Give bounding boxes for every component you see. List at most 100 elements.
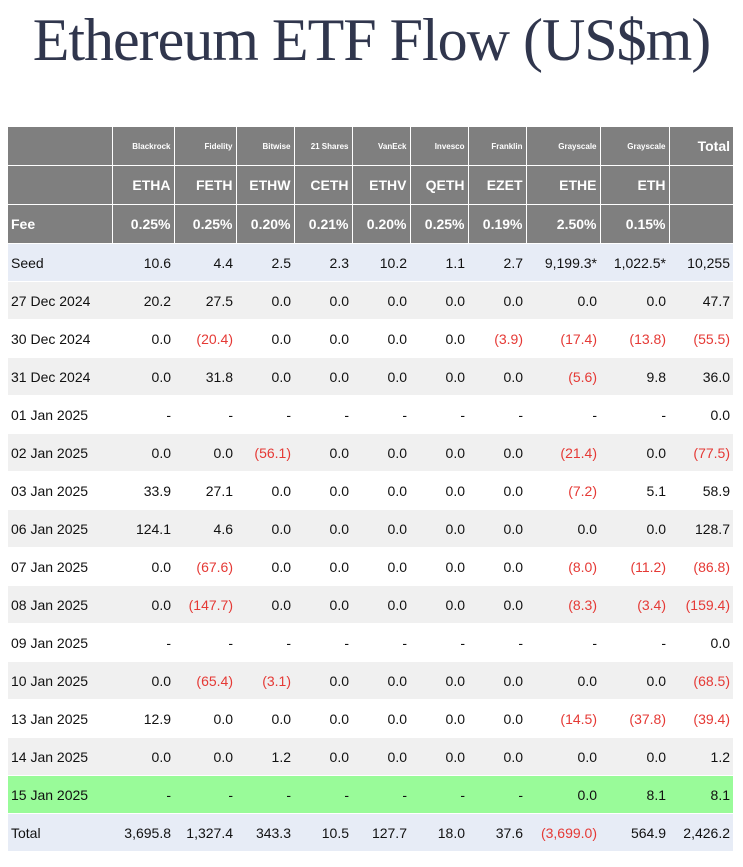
flow-cell: 0.0 — [468, 699, 526, 738]
ticker-header: ETHE — [526, 165, 601, 205]
flow-cell: 0.0 — [526, 509, 600, 548]
row-label: 10 Jan 2025 — [8, 661, 112, 700]
row-label: Total — [8, 813, 112, 852]
header-blank — [669, 204, 733, 244]
table-row: 30 Dec 2024 0.0 (20.4) 0.0 0.0 0.0 0.0 (3.9) (17… — [8, 319, 733, 358]
flow-cell: 0.0 — [468, 737, 526, 776]
row-total-cell: (159.4) — [669, 585, 733, 624]
flow-cell: - — [112, 395, 174, 434]
flow-cell: 0.0 — [236, 547, 294, 586]
flow-cell: 0.0 — [294, 357, 352, 396]
flow-cell: 10.6 — [112, 243, 174, 282]
flow-cell: (67.6) — [174, 547, 236, 586]
flow-cell: (7.2) — [526, 471, 600, 510]
flow-cell: 0.0 — [112, 357, 174, 396]
row-total-cell: 128.7 — [669, 509, 733, 548]
table-row: 14 Jan 2025 0.0 0.0 1.2 0.0 0.0 0.0 0.0 0.0 0.0 1.… — [8, 737, 733, 776]
table-row: 01 Jan 2025- - - - - - - - -0.0 — [8, 395, 733, 434]
table-row: 06 Jan 2025 124.1 4.6 0.0 0.0 0.0 0.0 0.0 0.0 0.0… — [8, 509, 733, 548]
fee-value: 0.25% — [112, 204, 175, 244]
flow-cell: 5.1 — [600, 471, 669, 510]
flow-cell: - — [410, 395, 468, 434]
flow-cell: 0.0 — [174, 737, 236, 776]
header-blank — [8, 165, 113, 205]
issuer-header: Grayscale — [526, 127, 601, 166]
issuer-header: VanEck — [352, 127, 411, 166]
row-total-cell: 1.2 — [669, 737, 733, 776]
fee-value: 0.25% — [174, 204, 237, 244]
row-total-cell: 0.0 — [669, 395, 733, 434]
row-label: Seed — [8, 243, 112, 282]
flow-cell: 1.1 — [410, 243, 468, 282]
flow-cell: 124.1 — [112, 509, 174, 548]
row-total-cell: (68.5) — [669, 661, 733, 700]
header-corner — [8, 127, 113, 166]
flow-cell: 0.0 — [352, 357, 410, 396]
flow-cell: 0.0 — [236, 585, 294, 624]
flow-cell: 0.0 — [410, 547, 468, 586]
row-total-cell: 58.9 — [669, 471, 733, 510]
flow-cell: - — [174, 775, 236, 814]
flow-cell: (21.4) — [526, 433, 600, 472]
flow-cell: 4.4 — [174, 243, 236, 282]
flow-cell: 0.0 — [352, 509, 410, 548]
flow-cell: - — [468, 623, 526, 662]
flow-cell: 0.0 — [294, 471, 352, 510]
flow-cell: (37.8) — [600, 699, 669, 738]
flow-cell: 0.0 — [526, 661, 600, 700]
flow-cell: - — [112, 623, 174, 662]
flow-cell: - — [468, 395, 526, 434]
row-label: 27 Dec 2024 — [8, 281, 112, 320]
flow-cell: (3,699.0) — [526, 813, 600, 852]
flow-cell: (17.4) — [526, 319, 600, 358]
flow-cell: (3.1) — [236, 661, 294, 700]
flow-cell: - — [352, 623, 410, 662]
flow-cell: 0.0 — [600, 661, 669, 700]
flow-cell: 0.0 — [352, 661, 410, 700]
flow-cell: 20.2 — [112, 281, 174, 320]
flow-cell: 0.0 — [294, 281, 352, 320]
fee-value: 2.50% — [526, 204, 601, 244]
flow-cell: - — [468, 775, 526, 814]
flow-cell: 9.8 — [600, 357, 669, 396]
flow-cell: - — [526, 623, 600, 662]
flow-cell: 0.0 — [600, 509, 669, 548]
flow-cell: 0.0 — [294, 661, 352, 700]
issuer-header: Franklin — [468, 127, 527, 166]
flow-cell: 0.0 — [410, 433, 468, 472]
flow-cell: 0.0 — [468, 509, 526, 548]
flow-cell: 0.0 — [294, 585, 352, 624]
row-label: 31 Dec 2024 — [8, 357, 112, 396]
flow-cell: 0.0 — [294, 699, 352, 738]
table-row: 13 Jan 2025 12.9 0.0 0.0 0.0 0.0 0.0 0.0 (14.5)(… — [8, 699, 733, 738]
row-label: 08 Jan 2025 — [8, 585, 112, 624]
flow-cell: 0.0 — [468, 547, 526, 586]
table-row: 31 Dec 2024 0.0 31.8 0.0 0.0 0.0 0.0 0.0 (5.6) 9.… — [8, 357, 733, 396]
flow-cell: - — [236, 395, 294, 434]
table-row: 09 Jan 2025- - - - - - - - -0.0 — [8, 623, 733, 662]
flow-cell: 0.0 — [526, 281, 600, 320]
fee-value: 0.15% — [600, 204, 670, 244]
flow-cell: (5.6) — [526, 357, 600, 396]
flow-cell: 0.0 — [236, 471, 294, 510]
total-row: Total 3,695.8 1,327.4 343.3 10.5 127.7 18.0 37.… — [8, 813, 733, 852]
fee-label: Fee — [8, 204, 113, 244]
flow-cell: (8.0) — [526, 547, 600, 586]
flow-cell: - — [112, 775, 174, 814]
row-total-cell: (77.5) — [669, 433, 733, 472]
flow-cell: 0.0 — [236, 281, 294, 320]
flow-cell: - — [352, 395, 410, 434]
flow-cell: - — [600, 623, 669, 662]
flow-cell: 0.0 — [294, 547, 352, 586]
flow-cell: 9,199.3* — [526, 243, 600, 282]
flow-cell: 0.0 — [352, 319, 410, 358]
flow-cell: (65.4) — [174, 661, 236, 700]
issuer-header: Invesco — [410, 127, 469, 166]
flow-cell: 0.0 — [174, 699, 236, 738]
row-label: 03 Jan 2025 — [8, 471, 112, 510]
flow-cell: 0.0 — [112, 661, 174, 700]
flow-cell: 0.0 — [236, 357, 294, 396]
ticker-header: QETH — [410, 165, 469, 205]
issuer-header: 21 Shares — [294, 127, 353, 166]
flow-cell: 0.0 — [410, 585, 468, 624]
